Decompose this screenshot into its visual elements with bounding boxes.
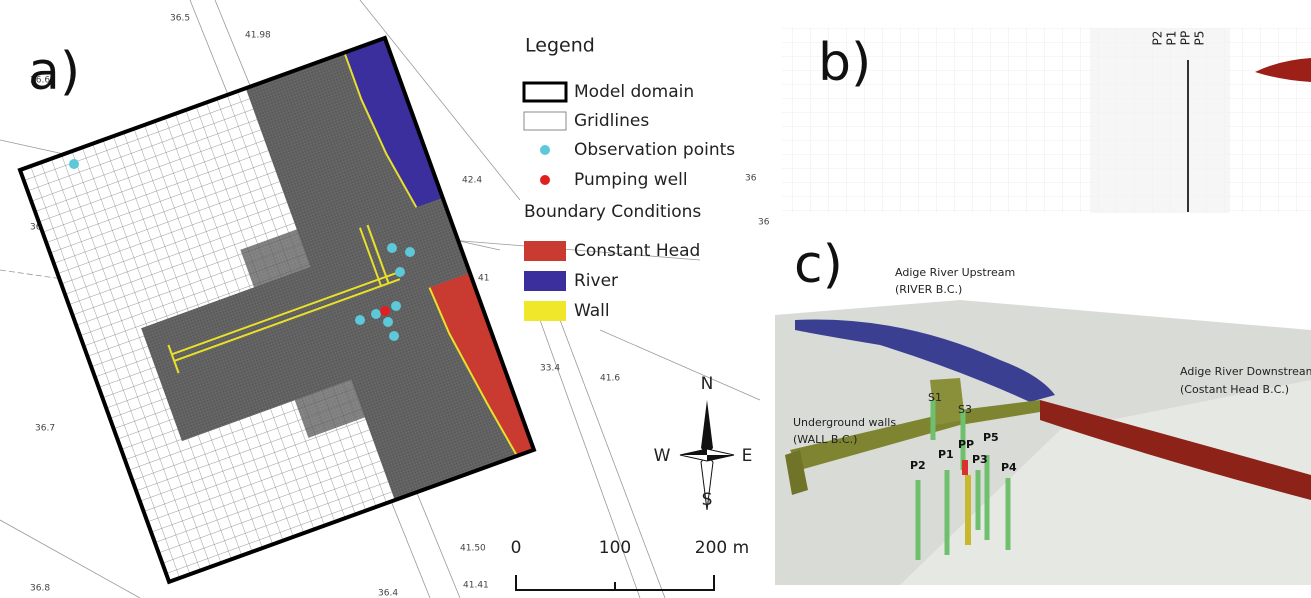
- panel-label: c): [794, 235, 843, 295]
- map-label: 36.6: [30, 76, 50, 86]
- cross-section: b) P2 P1 PP P5: [782, 28, 1311, 213]
- compass: N E S W: [654, 374, 753, 511]
- compass-label: S: [702, 490, 713, 510]
- legend-item: Constant Head: [574, 241, 700, 261]
- map-label: 41.98: [245, 31, 271, 41]
- map-label: 41.6: [600, 374, 620, 384]
- piezometer-label: P5: [983, 431, 999, 444]
- section-label: P2: [1151, 31, 1165, 46]
- piezometer-label: P4: [1001, 461, 1017, 474]
- map-label: 36.8: [30, 584, 50, 594]
- map-label: 36.4: [378, 589, 398, 598]
- piezometer-label: S1: [928, 391, 942, 404]
- panel-label: a): [28, 42, 80, 102]
- scale-label: 100: [599, 538, 631, 558]
- section-label: P5: [1193, 31, 1207, 46]
- section-label: PP: [1179, 31, 1193, 45]
- legend-subtitle: Boundary Conditions: [524, 202, 701, 222]
- annotation: (Costant Head B.C.): [1180, 383, 1289, 396]
- legend: Legend Model domain Gridlines Observatio…: [522, 35, 735, 321]
- map-label: 36.5: [170, 14, 190, 24]
- section-label: P1: [1165, 31, 1179, 46]
- model-domain: [17, 35, 537, 585]
- annotation: Adige River Upstream: [895, 266, 1015, 279]
- panel-label: b): [818, 33, 871, 93]
- map-label: 41: [478, 274, 489, 284]
- compass-label: E: [742, 446, 753, 466]
- legend-item: Model domain: [574, 82, 694, 102]
- piezometer-label: S3: [958, 403, 972, 416]
- legend-item: Wall: [574, 301, 610, 321]
- pumping-well: [380, 306, 390, 316]
- scale-label: 0: [511, 538, 522, 558]
- map-label: 42.4: [462, 176, 482, 186]
- map-label: 41.50: [460, 544, 486, 554]
- legend-item: River: [574, 271, 618, 291]
- annotation: Adige River Downstream: [1180, 365, 1311, 378]
- piezometer-label: P3: [972, 453, 988, 466]
- piezometer-label: PP: [958, 438, 974, 451]
- annotation: (RIVER B.C.): [895, 283, 962, 296]
- piezometer-label: P1: [938, 448, 954, 461]
- observation-points: [69, 159, 415, 341]
- annotation: Underground walls: [793, 416, 896, 429]
- annotation: (WALL B.C.): [793, 433, 857, 446]
- map-label: 33.4: [540, 364, 560, 374]
- map-label: 36.7: [35, 424, 55, 434]
- legend-item: Observation points: [574, 140, 735, 160]
- map-label: 36: [745, 174, 757, 184]
- map-label: 41.41: [463, 581, 489, 591]
- model-3d: c) Adige River Upstream (RIVER B.C.) Adi…: [775, 235, 1311, 585]
- legend-title: Legend: [525, 35, 595, 57]
- legend-item: Pumping well: [574, 170, 688, 190]
- scale-bar: 0 100 200 m: [511, 538, 749, 591]
- legend-item: Gridlines: [574, 111, 649, 131]
- piezometer-label: P2: [910, 459, 926, 472]
- scale-label: 200 m: [695, 538, 749, 558]
- map-label: 36: [758, 218, 770, 228]
- compass-label: N: [701, 374, 714, 394]
- compass-label: W: [654, 446, 671, 466]
